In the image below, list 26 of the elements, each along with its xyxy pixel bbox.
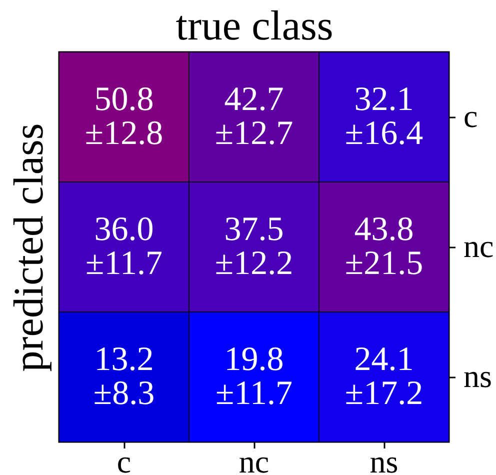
y-tick-label: ns (464, 358, 492, 394)
data-label: 13.2 (94, 341, 154, 378)
data-label: 43.8 (354, 211, 414, 248)
annotation: ±12.2 (214, 245, 294, 282)
data-label: 24.1 (354, 341, 414, 378)
y-tick-label: c (464, 98, 478, 134)
annotation: ±8.3 (93, 375, 155, 412)
x-tick-label: nc (238, 444, 270, 475)
annotation: ±16.4 (344, 115, 424, 152)
annotation: ±17.2 (344, 375, 424, 412)
annotation: ±12.7 (214, 115, 294, 152)
annotation: ±12.8 (84, 115, 164, 152)
data-label: 42.7 (224, 81, 284, 118)
annotation: ±11.7 (216, 375, 292, 412)
data-label: 50.8 (94, 81, 154, 118)
x-axis-title: true class (176, 4, 334, 50)
y-axis-title: predicted class (6, 123, 52, 372)
x-tick-label: ns (370, 444, 398, 475)
y-tick-label: nc (464, 228, 494, 264)
data-label: 32.1 (354, 81, 414, 118)
data-label: 19.8 (224, 341, 284, 378)
x-tick-label: c (116, 444, 132, 475)
annotation: ±21.5 (344, 245, 424, 282)
annotation: ±11.7 (86, 245, 162, 282)
data-label: 36.0 (94, 211, 154, 248)
data-label: 37.5 (224, 211, 284, 248)
